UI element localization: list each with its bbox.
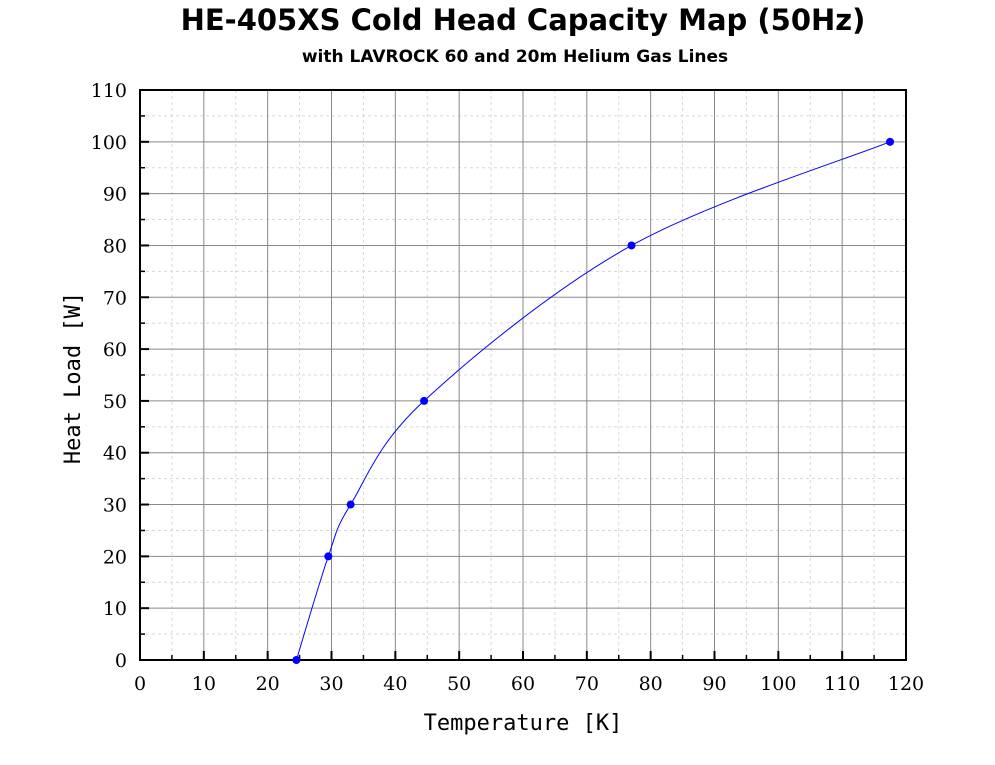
x-tick-label: 110 [824, 673, 860, 695]
x-tick-label: 90 [702, 673, 726, 695]
y-tick-label: 10 [103, 598, 127, 620]
y-tick-label: 80 [103, 235, 127, 257]
y-tick-label: 50 [103, 391, 127, 413]
data-point [627, 241, 636, 250]
y-axis-title: Heat Load [W] [61, 292, 86, 464]
x-axis-title: Temperature [K] [424, 711, 623, 736]
y-tick-label: 30 [103, 495, 127, 517]
y-tick-label: 20 [103, 546, 127, 568]
x-tick-label: 10 [192, 673, 216, 695]
major-grid [140, 90, 906, 660]
data-point [886, 137, 895, 146]
y-tick-label: 110 [91, 80, 127, 102]
axis-ticks [139, 89, 907, 661]
x-tick-label: 70 [575, 673, 599, 695]
x-tick-label: 60 [511, 673, 535, 695]
x-tick-label: 40 [383, 673, 407, 695]
x-tick-label: 20 [256, 673, 280, 695]
chart-title: HE-405XS Cold Head Capacity Map (50Hz) [180, 3, 866, 37]
x-tick-label: 80 [639, 673, 663, 695]
y-tick-label: 70 [103, 287, 127, 309]
data-point [324, 552, 333, 561]
x-tick-label: 0 [134, 673, 146, 695]
y-tick-label: 0 [115, 650, 127, 672]
chart-subtitle: with LAVROCK 60 and 20m Helium Gas Lines [301, 47, 729, 67]
data-point [346, 500, 355, 509]
data-points [292, 137, 895, 664]
data-point [292, 656, 301, 664]
y-tick-label: 90 [103, 184, 127, 206]
x-tick-label: 30 [319, 673, 343, 695]
y-tick-labels: 0 10 20 30 40 50 60 70 80 90 100 110 [91, 80, 127, 672]
x-tick-label: 50 [447, 673, 471, 695]
y-tick-label: 40 [103, 443, 127, 465]
x-tick-labels: 0 10 20 30 40 50 60 70 80 90 100 110 120 [134, 673, 924, 695]
y-tick-label: 60 [103, 339, 127, 361]
data-point [420, 396, 429, 405]
y-tick-label: 100 [91, 132, 127, 154]
x-tick-label: 100 [760, 673, 796, 695]
x-tick-label: 120 [888, 673, 924, 695]
